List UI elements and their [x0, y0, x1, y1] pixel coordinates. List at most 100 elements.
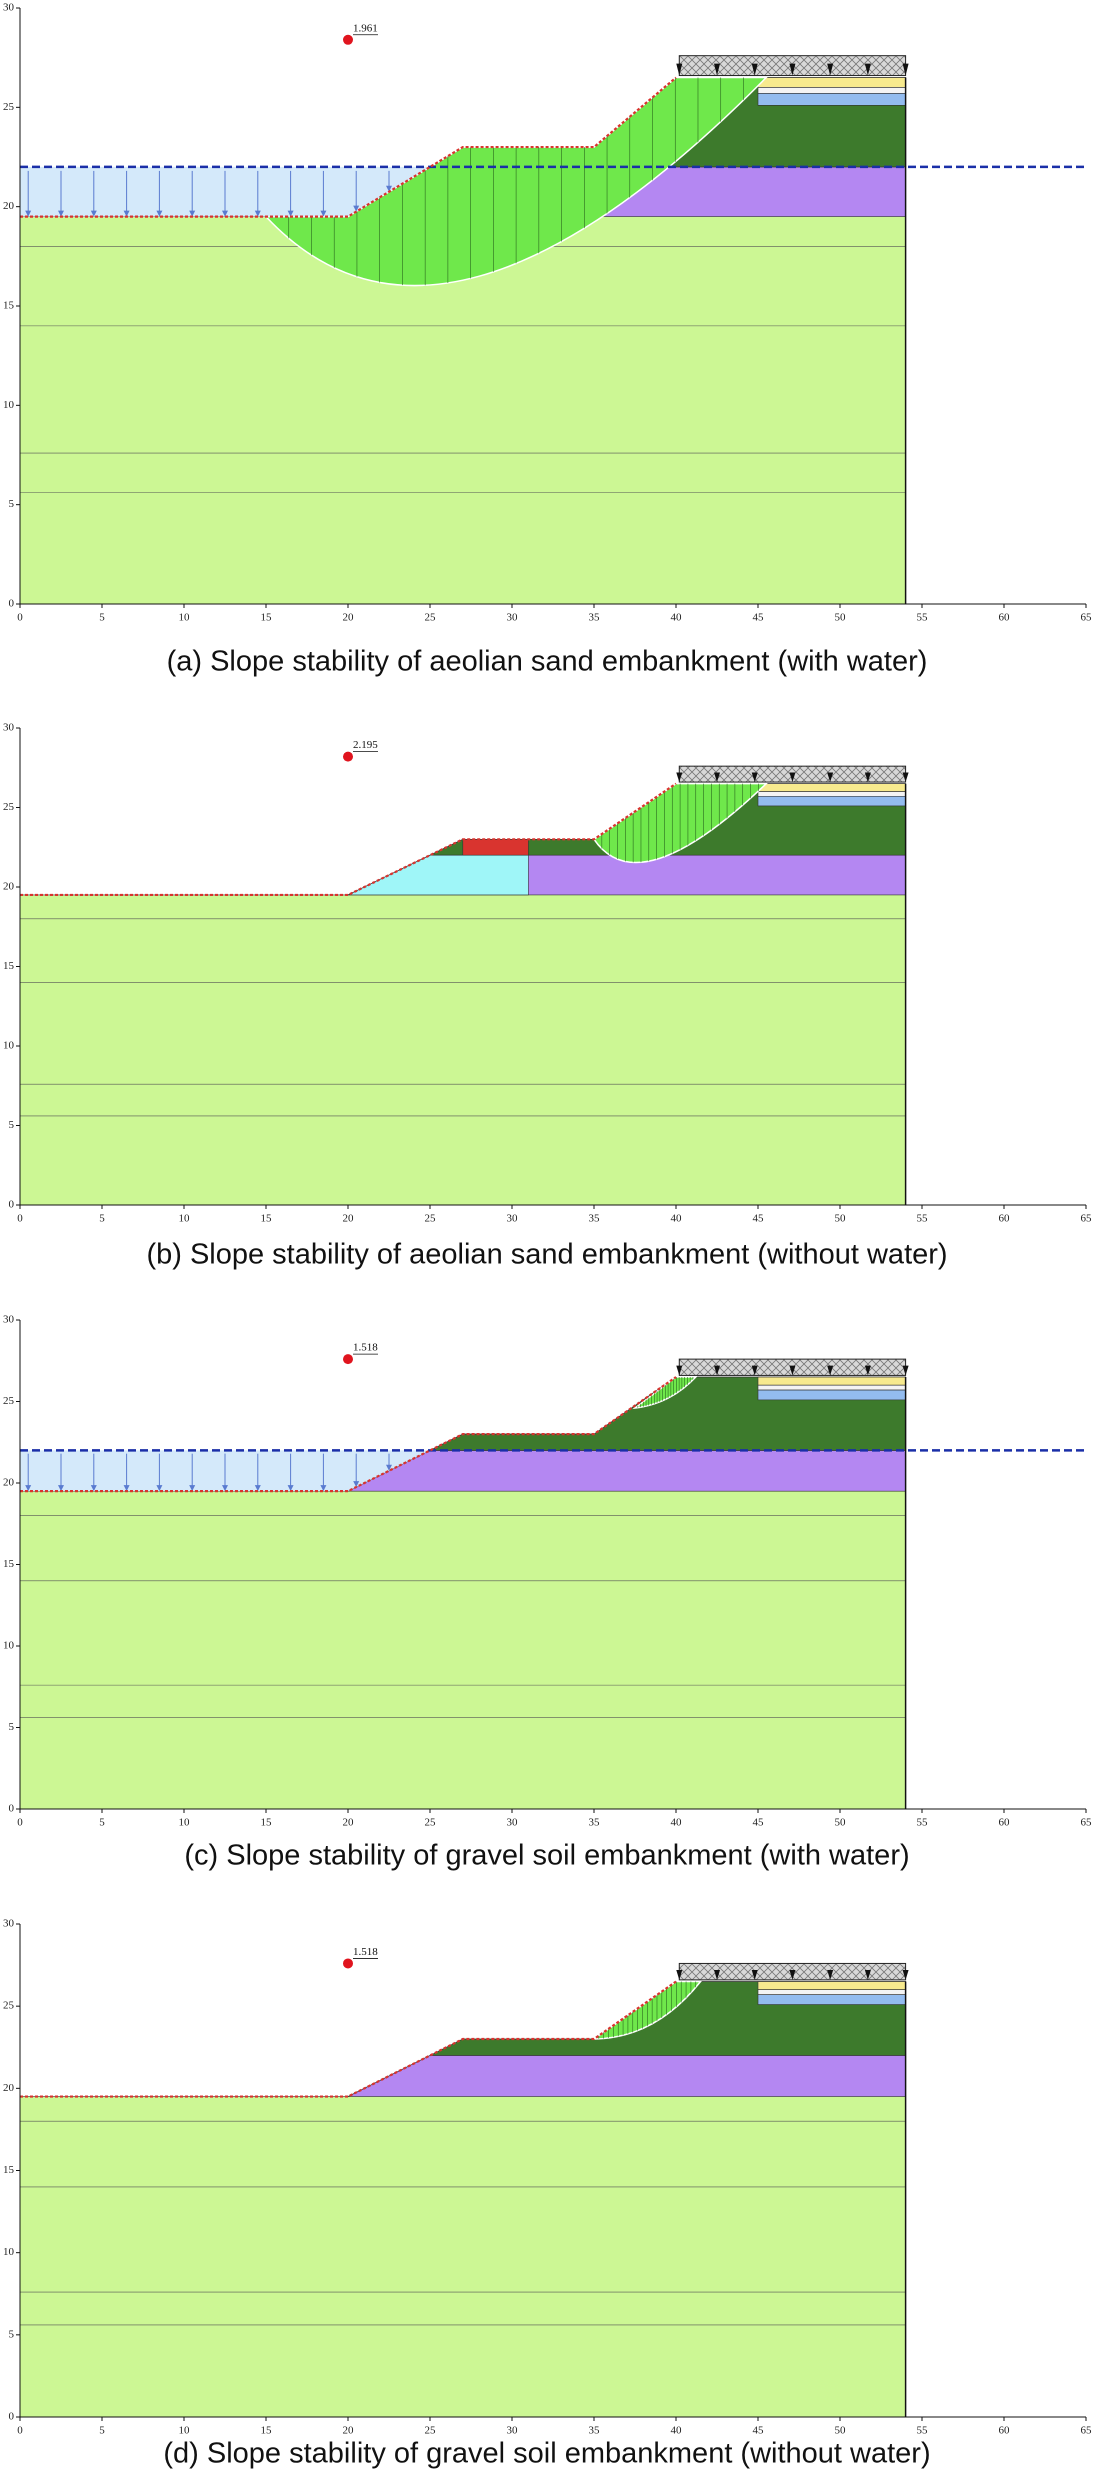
- y-tick-label: 0: [9, 1803, 15, 1815]
- x-tick-label: 45: [753, 612, 765, 624]
- factor-of-safety: 1.518: [353, 1342, 378, 1354]
- x-tick-label: 45: [753, 1213, 765, 1225]
- x-tick-label: 40: [671, 612, 683, 624]
- caption: (c) Slope stability of gravel soil emban…: [184, 1840, 909, 1872]
- x-tick-label: 35: [589, 2425, 601, 2437]
- load-arrow: [751, 772, 758, 783]
- water-arrowhead: [189, 210, 196, 217]
- load-arrow: [864, 63, 871, 76]
- x-tick-label: 30: [507, 612, 519, 624]
- x-tick-label: 25: [425, 1817, 437, 1829]
- y-tick-label: 30: [3, 2, 15, 14]
- water-arrowhead: [123, 1485, 130, 1492]
- ground-surface: [20, 76, 677, 218]
- x-tick-label: 60: [999, 1817, 1011, 1829]
- water-arrowhead: [156, 210, 163, 217]
- water-arrowhead: [320, 210, 327, 217]
- y-tick-label: 25: [3, 2000, 15, 2012]
- y-tick-label: 15: [3, 1558, 15, 1570]
- y-tick-label: 15: [3, 960, 15, 972]
- slip-center: [343, 751, 353, 762]
- load-arrow: [827, 772, 834, 783]
- water-arrowhead: [287, 210, 294, 217]
- y-tick-label: 20: [3, 200, 15, 212]
- x-tick-label: 55: [917, 1213, 929, 1225]
- x-tick-label: 50: [835, 1817, 847, 1829]
- y-tick-label: 20: [3, 881, 15, 893]
- x-tick-label: 30: [507, 1817, 519, 1829]
- load-arrow: [676, 1970, 683, 1980]
- ground-surface: [20, 1376, 677, 1493]
- caption: (b) Slope stability of aeolian sand emba…: [146, 1239, 947, 1271]
- panel: 0 5 10 15 20 25 30 35 40 45 50 55 60 65 0 5 10 15 20 25 30 2.…: [3, 722, 1092, 1271]
- pavement-white: [757, 791, 906, 797]
- x-tick-label: 0: [17, 612, 23, 624]
- water-arrowhead: [58, 210, 64, 217]
- x-tick-label: 40: [671, 2425, 683, 2437]
- y-tick-label: 5: [9, 1119, 15, 1131]
- x-tick-label: 65: [1081, 1817, 1093, 1829]
- water-arrowhead: [386, 1464, 392, 1471]
- x-tick-label: 20: [343, 612, 355, 624]
- pavement-yellow: [757, 1376, 906, 1386]
- x-tick-label: 35: [589, 1213, 601, 1225]
- water-arrowhead: [189, 1485, 196, 1492]
- load-arrow: [902, 1970, 909, 1980]
- water-arrowhead: [90, 210, 97, 217]
- x-tick-label: 0: [17, 2425, 23, 2437]
- water-arrowhead: [156, 1485, 163, 1492]
- x-tick-label: 5: [99, 2425, 105, 2437]
- x-tick-label: 60: [999, 2425, 1011, 2437]
- x-tick-label: 30: [507, 1213, 519, 1225]
- load-arrow: [789, 1970, 796, 1980]
- slip-center: [343, 1958, 353, 1969]
- water-arrowhead: [320, 1485, 327, 1492]
- x-tick-label: 65: [1081, 612, 1093, 624]
- y-tick-label: 30: [3, 722, 15, 734]
- x-tick-label: 60: [999, 612, 1011, 624]
- y-tick-label: 10: [3, 2246, 15, 2258]
- load-arrow: [864, 772, 871, 783]
- x-tick-label: 50: [835, 1213, 847, 1225]
- y-tick-label: 25: [3, 101, 15, 113]
- water-arrowhead: [353, 205, 360, 212]
- factor-of-safety: 2.195: [353, 739, 378, 751]
- x-tick-label: 65: [1081, 1213, 1093, 1225]
- water-arrowhead: [25, 1485, 32, 1492]
- red-zone: [462, 838, 529, 856]
- factor-of-safety: 1.518: [353, 1946, 378, 1958]
- load-arrow: [902, 63, 909, 76]
- water-arrowhead: [287, 1485, 294, 1492]
- pavement-yellow: [757, 783, 906, 792]
- y-tick-label: 25: [3, 1395, 15, 1407]
- caption: (d) Slope stability of gravel soil emban…: [163, 2438, 930, 2470]
- load-arrow: [902, 1365, 909, 1376]
- x-tick-label: 50: [835, 612, 847, 624]
- pavement-yellow: [757, 1981, 906, 1991]
- x-tick-label: 25: [425, 612, 437, 624]
- y-tick-label: 30: [3, 1918, 15, 1930]
- x-tick-label: 40: [671, 1213, 683, 1225]
- load-arrow: [676, 1365, 683, 1376]
- water-arrowhead: [58, 1485, 64, 1492]
- y-tick-label: 10: [3, 399, 15, 411]
- y-tick-label: 5: [9, 2328, 15, 2340]
- x-tick-label: 30: [507, 2425, 519, 2437]
- water-arrowhead: [386, 185, 392, 192]
- y-tick-label: 15: [3, 300, 15, 312]
- load-arrow: [827, 1970, 834, 1980]
- y-tick-label: 15: [3, 2164, 15, 2176]
- load-arrow: [864, 1365, 871, 1376]
- x-tick-label: 0: [17, 1817, 23, 1829]
- y-tick-label: 10: [3, 1640, 15, 1652]
- pavement-white: [757, 1384, 906, 1391]
- water-arrowhead: [90, 1485, 97, 1492]
- x-tick-label: 20: [343, 2425, 355, 2437]
- y-tick-label: 20: [3, 1477, 15, 1489]
- load-arrow: [751, 1970, 758, 1980]
- water-arrowhead: [222, 210, 228, 217]
- purple-layer: [347, 1450, 906, 1492]
- y-tick-label: 25: [3, 801, 15, 813]
- pavement-blue: [757, 93, 906, 106]
